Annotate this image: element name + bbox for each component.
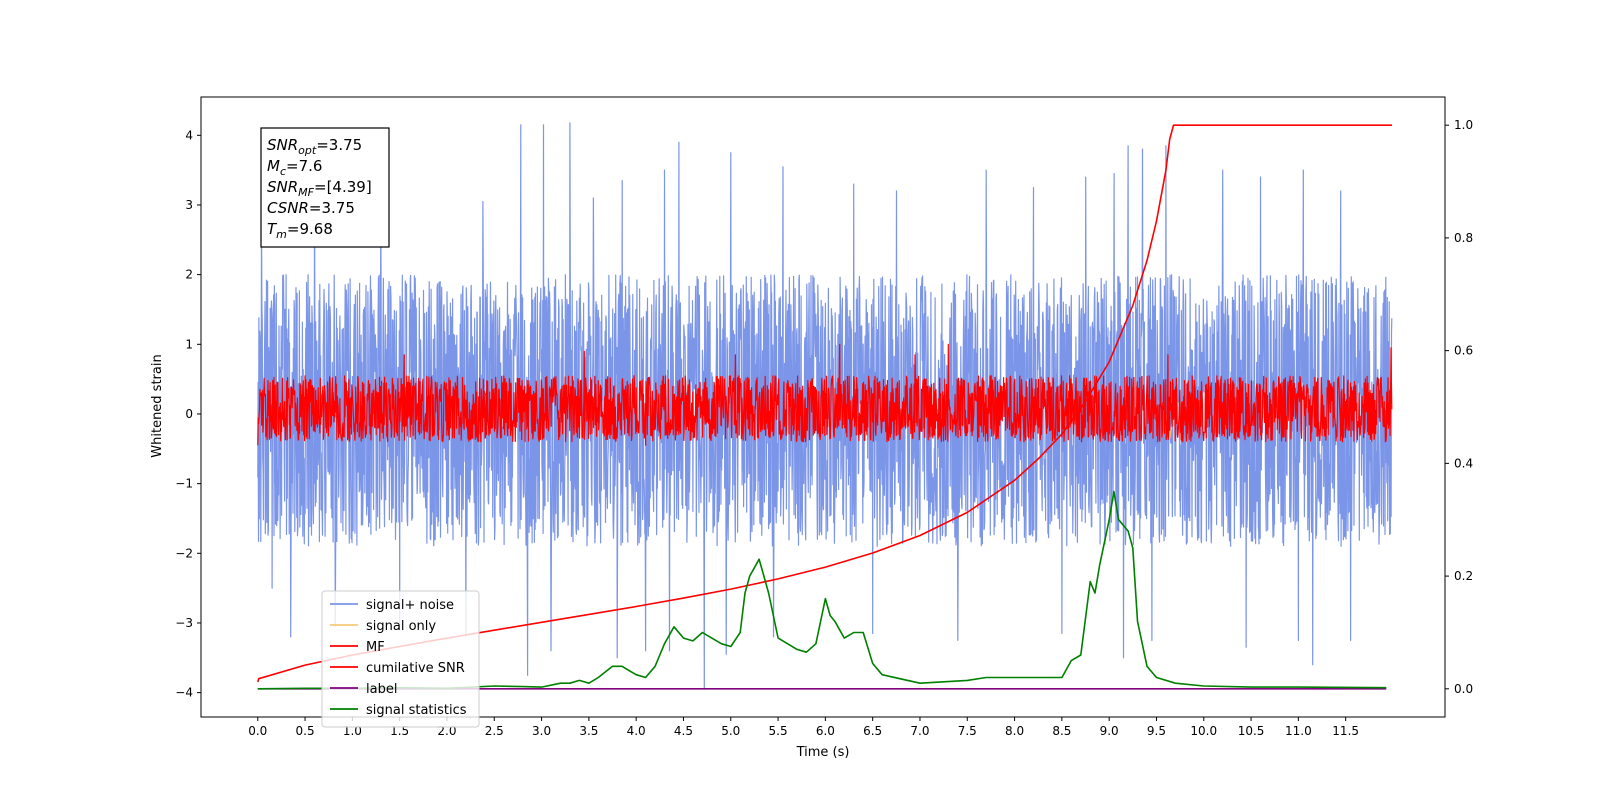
annotation-value: =9.68 <box>287 220 333 238</box>
x-tick-label: 9.0 <box>1100 724 1119 738</box>
y-left-tick-label: 2 <box>185 268 193 282</box>
x-tick-label: 10.5 <box>1238 724 1265 738</box>
y-left-tick-label: 4 <box>185 128 193 142</box>
legend-label: signal only <box>366 619 436 634</box>
annotation-subscript: opt <box>298 144 317 157</box>
x-tick-label: 0.0 <box>248 724 267 738</box>
y-right-tick-label: 0.8 <box>1454 231 1473 245</box>
x-tick-label: 3.0 <box>532 724 551 738</box>
x-tick-label: 5.0 <box>721 724 740 738</box>
plot-area-frame <box>200 96 1446 718</box>
annotation-line: CSNR=3.75 <box>267 199 355 217</box>
x-tick-label: 11.0 <box>1285 724 1312 738</box>
y-right-tick-label: 0.6 <box>1454 344 1473 358</box>
annotation-value: =3.75 <box>309 199 355 217</box>
legend-label: signal statistics <box>366 703 467 718</box>
y-left-tick-label: 1 <box>185 337 193 351</box>
annotation-line: Tm=9.68 <box>267 220 333 241</box>
annotation-subscript: c <box>280 165 286 178</box>
x-axis-label: Time (s) <box>796 745 850 760</box>
annotation-value: =7.6 <box>286 157 322 175</box>
annotation-frame <box>260 127 390 248</box>
legend-frame <box>321 590 480 728</box>
y-right-tick-label: 0.4 <box>1454 456 1473 470</box>
x-tick-label: 4.5 <box>674 724 693 738</box>
x-tick-label: 7.0 <box>910 724 929 738</box>
x-tick-label: 7.5 <box>958 724 977 738</box>
legend-label: MF <box>366 640 385 655</box>
x-tick-label: 10.0 <box>1190 724 1217 738</box>
legend-label: signal+ noise <box>366 598 454 613</box>
annotation-value: =[4.39] <box>314 178 372 196</box>
y-left-tick-label: 3 <box>185 198 193 212</box>
annotation-symbol: SNR <box>267 136 298 154</box>
annotation-symbol: M <box>267 157 280 175</box>
x-tick-label: 9.5 <box>1147 724 1166 738</box>
series-mf-line <box>257 343 1393 446</box>
x-tick-label: 5.5 <box>769 724 788 738</box>
x-tick-label: 2.5 <box>485 724 504 738</box>
x-tick-label: 0.5 <box>296 724 315 738</box>
y-right-tick-label: 0.2 <box>1454 569 1473 583</box>
annotation-symbol: CSNR <box>267 199 309 217</box>
legend: signal+ noise signal only MF cumilative SNR… <box>321 590 480 728</box>
annotation-symbol: T <box>267 220 278 238</box>
annotation-line: Mc=7.6 <box>267 157 322 178</box>
annotation-line: SNRopt=3.75 <box>267 136 362 157</box>
annotation-subscript: MF <box>298 186 314 199</box>
y-left-tick-label: −3 <box>175 616 193 630</box>
x-tick-label: 8.5 <box>1052 724 1071 738</box>
y-right-tick-label: 0.0 <box>1454 682 1473 696</box>
annotation-value: =3.75 <box>316 136 362 154</box>
y-left-tick-label: −1 <box>175 477 193 491</box>
x-tick-label: 6.5 <box>863 724 882 738</box>
y-left-tick-label: −4 <box>175 686 193 700</box>
x-tick-label: 6.0 <box>816 724 835 738</box>
annotation-symbol: SNR <box>267 178 298 196</box>
axes-layer: 0.0 0.5 1.0 1.5 2.0 2.5 3.0 3.5 4.0 4.5 5.0 5.5 6.0 6… <box>175 118 1473 738</box>
y-left-tick-label: −2 <box>175 546 193 560</box>
series-signal-statistics-line <box>257 490 1387 690</box>
x-tick-label: 3.5 <box>579 724 598 738</box>
annotation-box: SNRopt=3.75Mc=7.6SNRMF=[4.39]CSNR=3.75Tm… <box>260 127 390 248</box>
y-left-tick-label: 0 <box>185 407 193 421</box>
x-tick-label: 8.0 <box>1005 724 1024 738</box>
x-tick-label: 11.5 <box>1332 724 1359 738</box>
legend-label: label <box>366 682 397 697</box>
x-tick-label: 4.0 <box>627 724 646 738</box>
y-right-tick-label: 1.0 <box>1454 118 1473 132</box>
annotation-line: SNRMF=[4.39] <box>267 178 372 199</box>
legend-label: cumilative SNR <box>366 661 465 676</box>
annotation-subscript: m <box>276 228 287 241</box>
y-axis-label-left: Whitened strain <box>150 354 165 457</box>
